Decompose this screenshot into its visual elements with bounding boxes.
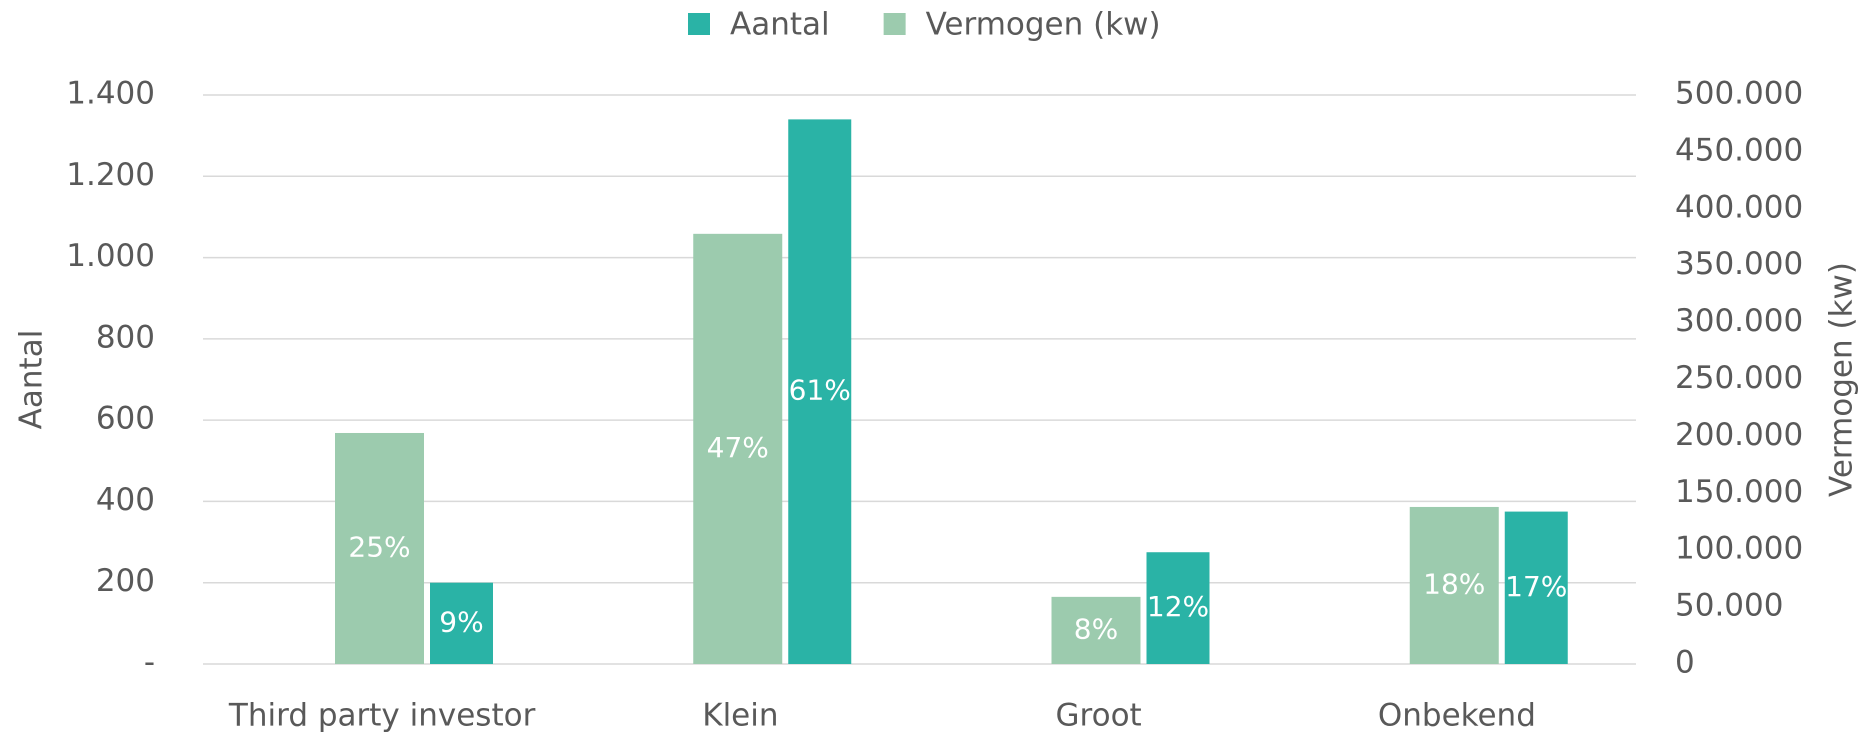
bar: [1051, 596, 1141, 664]
legend-swatch: [883, 13, 906, 35]
y2-tick-label: 200.000: [1675, 417, 1803, 453]
bar: [1146, 552, 1210, 664]
y-tick-label: 200: [96, 563, 155, 599]
y2-tick-label: 100.000: [1675, 531, 1803, 567]
y2-tick-label: 450.000: [1675, 132, 1803, 168]
y-tick-label: -: [144, 645, 155, 681]
y2-tick-label: 400.000: [1675, 189, 1803, 225]
y2-tick-label: 0: [1675, 645, 1695, 681]
bar: [693, 233, 783, 664]
bar: [430, 582, 493, 664]
y-tick-label: 1.000: [66, 238, 155, 274]
bar: [335, 432, 424, 664]
data-label: 9%: [439, 605, 483, 638]
legend-label: Aantal: [730, 7, 830, 43]
y-tick-label: 1.400: [66, 76, 155, 112]
y-tick-label: 400: [96, 482, 155, 518]
bar: [788, 119, 852, 664]
data-label: 47%: [707, 431, 769, 464]
data-label: 18%: [1423, 567, 1485, 600]
y-axis-title: Aantal: [14, 330, 50, 430]
legend-label: Vermogen (kw): [926, 7, 1161, 43]
y-tick-label: 800: [96, 319, 155, 355]
y2-axis-title: Vermogen (kw): [1824, 262, 1860, 497]
data-label: 25%: [348, 530, 410, 563]
legend-swatch: [688, 13, 710, 35]
bar: [1409, 506, 1499, 664]
data-label: 17%: [1505, 570, 1567, 603]
y-tick-label: 1.200: [66, 157, 155, 193]
y2-tick-label: 150.000: [1675, 474, 1803, 510]
data-label: 12%: [1147, 590, 1209, 623]
x-tick-label: Klein: [702, 698, 778, 734]
data-label: 61%: [789, 374, 851, 407]
y2-tick-label: 350.000: [1675, 246, 1803, 282]
x-tick-label: Groot: [1056, 698, 1142, 734]
data-label: 8%: [1074, 612, 1118, 645]
x-tick-label: Onbekend: [1378, 698, 1536, 734]
y2-tick-label: 50.000: [1675, 588, 1783, 624]
y2-tick-label: 500.000: [1675, 76, 1803, 112]
y2-tick-label: 300.000: [1675, 303, 1803, 339]
bar: [1504, 511, 1568, 664]
x-tick-label: Third party investor: [228, 698, 536, 734]
y-tick-label: 600: [96, 401, 155, 437]
y2-tick-label: 250.000: [1675, 360, 1803, 396]
